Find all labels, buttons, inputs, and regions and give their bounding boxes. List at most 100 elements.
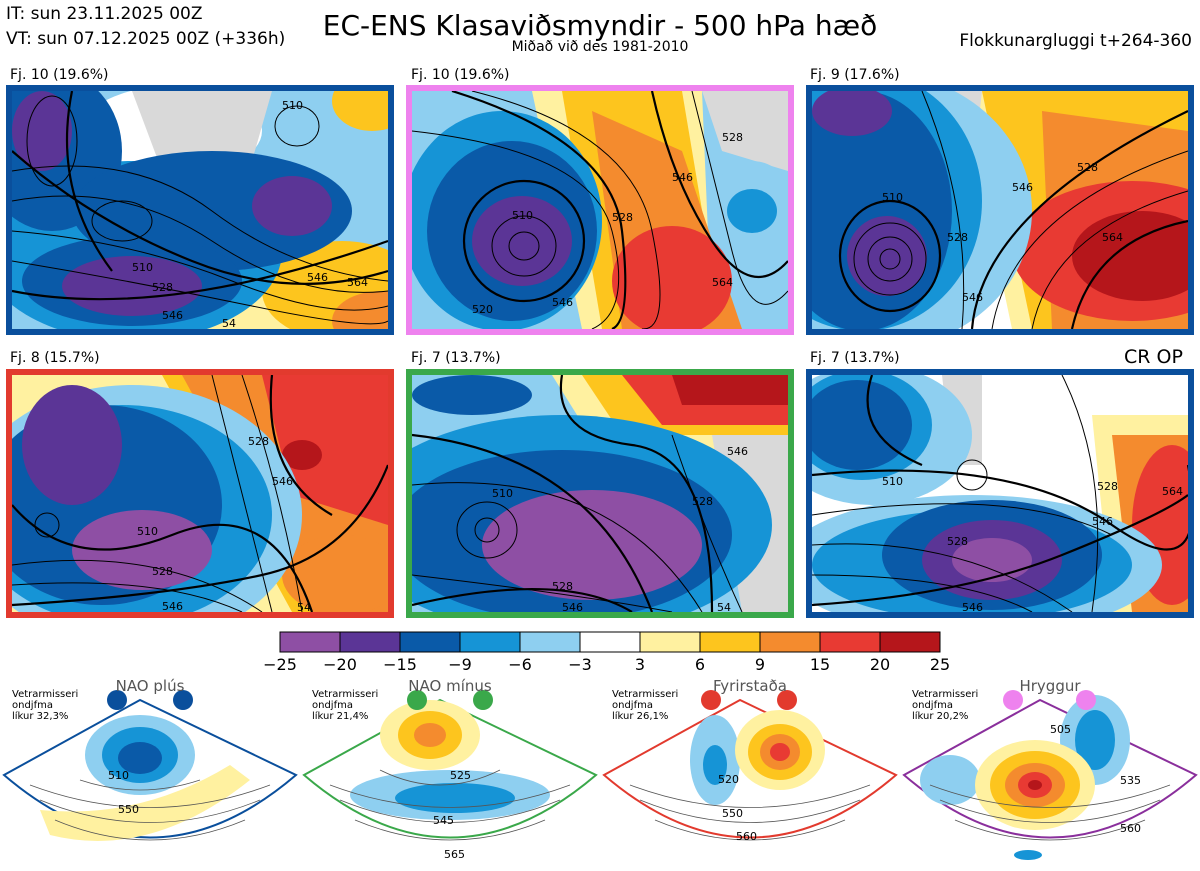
colorbar-tick-label: −25 — [263, 655, 297, 674]
colorbar-segment — [519, 631, 581, 653]
cluster-label: Fj. 10 (19.6%) — [411, 67, 510, 83]
contour-label: 550 — [118, 803, 139, 816]
colorbar-segment — [579, 631, 641, 653]
contour-label: 510 — [137, 525, 158, 538]
cluster-label: Fj. 9 (17.6%) — [810, 67, 900, 83]
contour-label: 546 — [962, 601, 983, 612]
colorbar — [279, 631, 941, 653]
colorbar-tick-label: 6 — [694, 655, 706, 674]
contour-label: 520 — [472, 303, 493, 316]
colorbar-segment — [639, 631, 701, 653]
contour-label: 546 — [727, 445, 748, 458]
contour-label: 520 — [718, 773, 739, 786]
regime-name: Fyrirstaða — [713, 677, 787, 695]
contour-label: 510 — [282, 99, 303, 112]
cluster-map-panel[interactable]: 510 510 528 546 564 546 54 — [6, 85, 394, 335]
contour-label: 510 — [882, 475, 903, 488]
cr-op-label: CR OP — [1124, 346, 1183, 368]
contour-label: 54 — [717, 601, 731, 612]
contour-label: 54 — [222, 317, 236, 329]
contour-label: 528 — [692, 495, 713, 508]
contour-label: 510 — [882, 191, 903, 204]
colorbar-segment — [459, 631, 521, 653]
colorbar-segment — [879, 631, 941, 653]
contour-label: 505 — [1050, 723, 1071, 736]
contour-label: 546 — [672, 171, 693, 184]
colorbar-tick-label: −20 — [323, 655, 357, 674]
contour-label: 546 — [162, 600, 183, 612]
colorbar-tick-label: 9 — [754, 655, 766, 674]
colorbar-tick-label: 15 — [809, 655, 831, 674]
colorbar-tick-label: −9 — [448, 655, 472, 674]
cluster-map-panel[interactable]: 510 528 546 564 528 546 — [806, 85, 1194, 335]
contour-label: 564 — [712, 276, 733, 289]
cluster-label: Fj. 8 (15.7%) — [10, 350, 100, 366]
cluster-label: Fj. 10 (19.6%) — [10, 67, 109, 83]
cluster-map-panel[interactable]: 510 528 546 564 528 546 — [806, 369, 1194, 618]
regime-note: Vetrarmisseri ondjfma líkur 20,2% — [912, 689, 979, 722]
contour-label: 546 — [162, 309, 183, 322]
contour-label: 528 — [1097, 480, 1118, 493]
regime-blocking: 520 550 560 Fyrirstaða Vetrarmisseri ondj… — [600, 677, 900, 871]
anomaly-map: 510 528 546 528 546 54 — [12, 375, 388, 612]
cluster-map-panel[interactable]: 510 528 546 528 546 54 — [6, 369, 394, 618]
contour-label: 528 — [612, 211, 633, 224]
contour-label: 528 — [552, 580, 573, 593]
contour-label: 546 — [307, 271, 328, 284]
cluster-map-panel[interactable]: 510 528 546 528 546 54 — [406, 369, 794, 618]
colorbar-tick-label: 20 — [869, 655, 891, 674]
contour-label: 560 — [736, 830, 757, 843]
colorbar-tick-label: 3 — [634, 655, 646, 674]
colorbar-segment — [279, 631, 341, 653]
regime-note: Vetrarmisseri ondjfma líkur 21,4% — [312, 689, 379, 722]
contour-label: 560 — [1120, 822, 1141, 835]
contour-label: 546 — [1092, 515, 1113, 528]
contour-label: 525 — [450, 769, 471, 782]
colorbar-segment — [339, 631, 401, 653]
cluster-label: Fj. 7 (13.7%) — [810, 350, 900, 366]
contour-label: 528 — [1077, 161, 1098, 174]
regime-nao-plus: 510 550 NAO plús Vetrarmisseri ondjfma lík… — [0, 677, 300, 871]
contour-label: 565 — [444, 848, 465, 861]
anomaly-map: 510 528 546 528 546 54 — [412, 375, 788, 612]
anomaly-map: 510 510 528 546 564 546 54 — [12, 91, 388, 329]
colorbar-segment — [819, 631, 881, 653]
contour-label: 535 — [1120, 774, 1141, 787]
contour-label: 564 — [1162, 485, 1183, 498]
contour-label: 510 — [512, 209, 533, 222]
contour-label: 546 — [552, 296, 573, 309]
contour-label: 528 — [722, 131, 743, 144]
cluster-window: Flokkunargluggi t+264-360 — [959, 31, 1192, 51]
contour-label: 545 — [433, 814, 454, 827]
regime-note: Vetrarmisseri ondjfma líkur 32,3% — [12, 689, 79, 722]
page-subtitle: Miðað við des 1981-2010 — [511, 39, 689, 55]
contour-label: 546 — [962, 291, 983, 304]
contour-label: 510 — [132, 261, 153, 274]
cluster-label: Fj. 7 (13.7%) — [411, 350, 501, 366]
contour-label: 528 — [947, 535, 968, 548]
regime-name: Hryggur — [1019, 677, 1081, 695]
colorbar-tick-label: −3 — [568, 655, 592, 674]
colorbar-tick-label: 25 — [929, 655, 951, 674]
contour-label: 546 — [562, 601, 583, 612]
contour-label: 510 — [108, 769, 129, 782]
anomaly-map: 510 528 546 528 564 546 520 — [412, 91, 788, 329]
anomaly-map: 510 528 546 564 528 546 — [812, 91, 1188, 329]
contour-label: 54 — [297, 601, 311, 612]
regime-nao-minus: 525 545 565 NAO mínus Vetrarmisseri ondjf… — [300, 677, 600, 871]
regime-ridge: 505 535 560 Hryggur Vetrarmisseri ondjfma… — [900, 677, 1200, 871]
colorbar-segment — [399, 631, 461, 653]
regime-note: Vetrarmisseri ondjfma líkur 26,1% — [612, 689, 679, 722]
valid-time: VT: sun 07.12.2025 00Z (+336h) — [6, 29, 286, 49]
regime-name: NAO mínus — [408, 677, 492, 695]
colorbar-tick-label: −6 — [508, 655, 532, 674]
contour-label: 546 — [272, 475, 293, 488]
contour-label: 564 — [347, 276, 368, 289]
init-time: IT: sun 23.11.2025 00Z — [6, 4, 203, 24]
colorbar-tick-label: −15 — [383, 655, 417, 674]
colorbar-segment — [699, 631, 761, 653]
cluster-map-panel[interactable]: 510 528 546 528 564 546 520 — [406, 85, 794, 335]
contour-label: 510 — [492, 487, 513, 500]
page-title: EC-ENS Klasaviðsmyndir - 500 hPa hæð — [322, 9, 878, 42]
colorbar-segment — [759, 631, 821, 653]
